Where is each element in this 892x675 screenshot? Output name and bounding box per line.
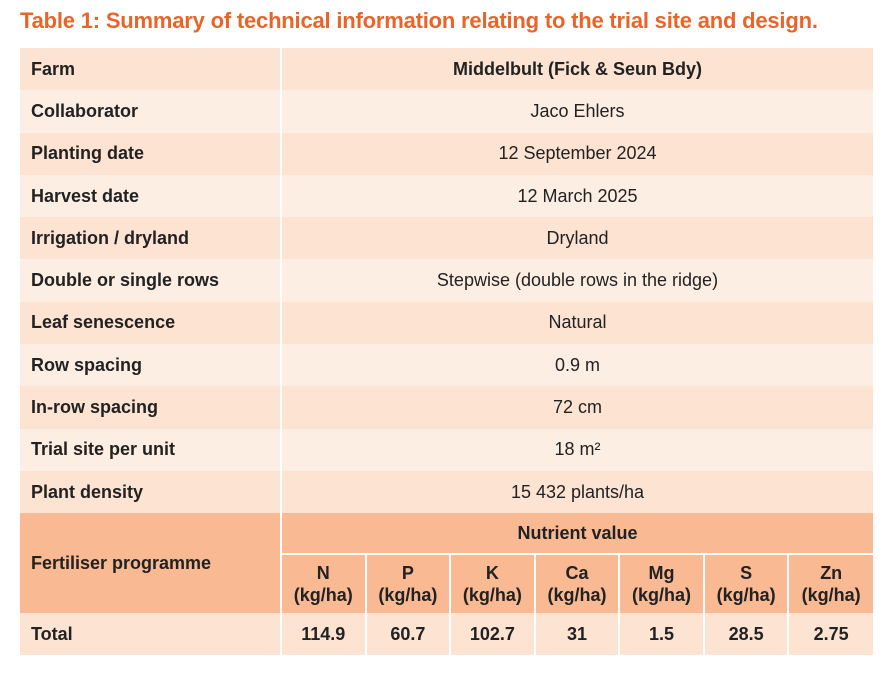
- row-value: Middelbult (Fick & Seun Bdy): [281, 48, 873, 91]
- total-value-zn: 2.75: [788, 613, 873, 656]
- table-row: Planting date 12 September 2024: [20, 132, 873, 175]
- nutrient-unit: (kg/ha): [801, 585, 861, 606]
- table-row: Farm Middelbult (Fick & Seun Bdy): [20, 48, 873, 91]
- row-value: Natural: [281, 301, 873, 345]
- nutrient-value-header: Nutrient value: [281, 513, 873, 556]
- nutrient-name: S: [740, 563, 753, 584]
- row-label: Leaf senescence: [20, 301, 282, 345]
- total-value-mg: 1.5: [619, 613, 705, 656]
- total-label: Total: [20, 613, 282, 656]
- row-label: Row spacing: [20, 344, 282, 387]
- row-value: 18 m²: [281, 428, 873, 471]
- row-label: Irrigation / dryland: [20, 217, 282, 260]
- fertiliser-programme-label: Fertiliser programme: [20, 513, 282, 614]
- table-row: Trial site per unit 18 m²: [20, 428, 873, 471]
- row-label: Planting date: [20, 132, 282, 175]
- nutrient-name: Mg: [648, 563, 675, 584]
- nutrient-name: N: [316, 563, 330, 584]
- table-row: Double or single rows Stepwise (double r…: [20, 259, 873, 302]
- technical-info-table: Farm Middelbult (Fick & Seun Bdy) Collab…: [20, 48, 873, 656]
- nutrient-header-ca: Ca (kg/ha): [534, 554, 621, 614]
- nutrient-name: P: [401, 563, 414, 584]
- total-value-p: 60.7: [365, 613, 452, 656]
- row-label: Trial site per unit: [20, 428, 282, 471]
- total-value-s: 28.5: [703, 613, 790, 656]
- nutrient-header-p: P (kg/ha): [365, 554, 452, 614]
- nutrient-header-mg: Mg (kg/ha): [619, 554, 705, 614]
- row-label: Harvest date: [20, 174, 282, 218]
- nutrient-unit: (kg/ha): [632, 585, 692, 606]
- row-label: Double or single rows: [20, 259, 282, 302]
- table-row: Collaborator Jaco Ehlers: [20, 90, 873, 133]
- table-row: Leaf senescence Natural: [20, 301, 873, 345]
- row-value: Dryland: [281, 217, 873, 260]
- row-label: Farm: [20, 48, 282, 91]
- total-row: Total 114.9 60.7 102.7 31 1.5 28.5 2.75: [20, 613, 873, 656]
- row-value: 12 March 2025: [281, 174, 873, 218]
- nutrient-name: K: [485, 563, 499, 584]
- nutrient-header-k: K (kg/ha): [450, 554, 536, 614]
- table-row: Row spacing 0.9 m: [20, 344, 873, 387]
- table-row: Irrigation / dryland Dryland: [20, 217, 873, 260]
- nutrient-header-s: S (kg/ha): [703, 554, 790, 614]
- nutrient-unit: (kg/ha): [462, 585, 522, 606]
- row-label: Collaborator: [20, 90, 282, 133]
- row-value: 72 cm: [281, 386, 873, 429]
- nutrient-names-row: N (kg/ha) P (kg/ha) K (kg/ha) Ca (kg/ha) Mg(…: [20, 554, 873, 614]
- table-row: Plant density 15 432 plants/ha: [20, 470, 873, 514]
- nutrient-header-n: N (kg/ha): [281, 554, 367, 614]
- row-value: 0.9 m: [281, 344, 873, 387]
- nutrient-unit: (kg/ha): [547, 585, 607, 606]
- nutrient-name: Zn: [820, 563, 843, 584]
- nutrient-name: Ca: [565, 563, 589, 584]
- table-row: Harvest date 12 March 2025: [20, 174, 873, 218]
- nutrient-unit: (kg/ha): [293, 585, 353, 606]
- nutrient-unit: (kg/ha): [716, 585, 776, 606]
- table-row: In-row spacing 72 cm: [20, 386, 873, 429]
- row-label: In-row spacing: [20, 386, 282, 429]
- row-value: Stepwise (double rows in the ridge): [281, 259, 873, 302]
- fertiliser-header-row: Fertiliser programme Nutrient value: [20, 513, 873, 614]
- table-title: Table 1: Summary of technical informatio…: [20, 8, 818, 33]
- row-value: 15 432 plants/ha: [281, 470, 873, 514]
- row-value: 12 September 2024: [281, 132, 873, 175]
- total-value-k: 102.7: [450, 613, 536, 656]
- total-value-n: 114.9: [281, 613, 367, 656]
- row-value: Jaco Ehlers: [281, 90, 873, 133]
- nutrient-unit: (kg/ha): [378, 585, 438, 606]
- total-value-ca: 31: [534, 613, 621, 656]
- nutrient-header-zn: Zn (kg/ha): [788, 554, 873, 614]
- row-label: Plant density: [20, 470, 282, 514]
